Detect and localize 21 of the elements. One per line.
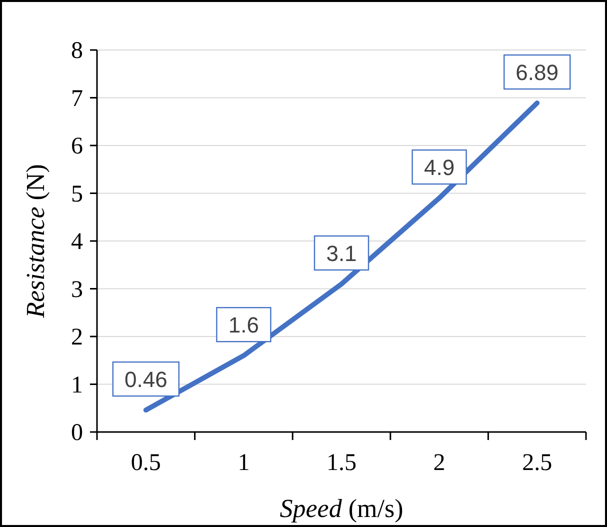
data-label: 6.89 bbox=[516, 60, 559, 86]
y-tick-label: 6 bbox=[71, 134, 83, 160]
data-label: 3.1 bbox=[326, 240, 357, 266]
x-tick-label: 1.5 bbox=[326, 450, 356, 476]
y-tick-label: 7 bbox=[71, 86, 83, 112]
y-tick-label: 8 bbox=[71, 38, 83, 64]
y-tick-label: 2 bbox=[71, 324, 83, 350]
data-label: 4.9 bbox=[424, 155, 455, 180]
x-tick-label: 0.5 bbox=[130, 450, 161, 476]
x-tick-label: 1 bbox=[238, 450, 250, 476]
y-axis-title: Resistance (N) bbox=[21, 164, 50, 319]
x-tick-label: 2.5 bbox=[522, 450, 552, 476]
x-axis-title: Speed (m/s) bbox=[280, 494, 404, 523]
y-tick-label: 0 bbox=[71, 420, 83, 446]
data-label: 0.46 bbox=[124, 367, 168, 392]
y-tick-label: 1 bbox=[71, 372, 83, 398]
y-tick-label: 5 bbox=[71, 181, 83, 208]
x-tick-label: 2 bbox=[433, 450, 446, 476]
y-tick-label: 4 bbox=[71, 229, 83, 255]
data-label: 1.6 bbox=[228, 312, 259, 338]
y-tick-label: 3 bbox=[71, 276, 83, 303]
